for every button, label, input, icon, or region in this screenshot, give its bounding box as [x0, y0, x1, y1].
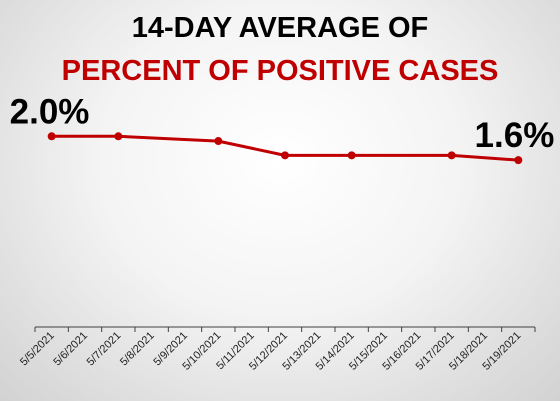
data-point — [214, 137, 223, 146]
x-tick-label: 5/7/2021 — [85, 330, 124, 369]
chart-title: 14-DAY AVERAGE OF — [131, 12, 429, 44]
data-point — [47, 132, 56, 141]
x-tick-label: 5/6/2021 — [51, 330, 90, 369]
data-label: 1.6% — [475, 116, 555, 155]
data-point — [447, 151, 456, 160]
chart-subtitle: PERCENT OF POSITIVE CASES — [61, 55, 499, 87]
data-point — [114, 132, 123, 141]
data-point — [281, 151, 289, 160]
data-label: 2.0% — [10, 92, 90, 131]
data-point — [347, 151, 356, 160]
x-tick-label: 5/8/2021 — [118, 330, 157, 369]
data-point — [514, 156, 523, 165]
x-tick-label: 5/5/2021 — [18, 330, 57, 369]
